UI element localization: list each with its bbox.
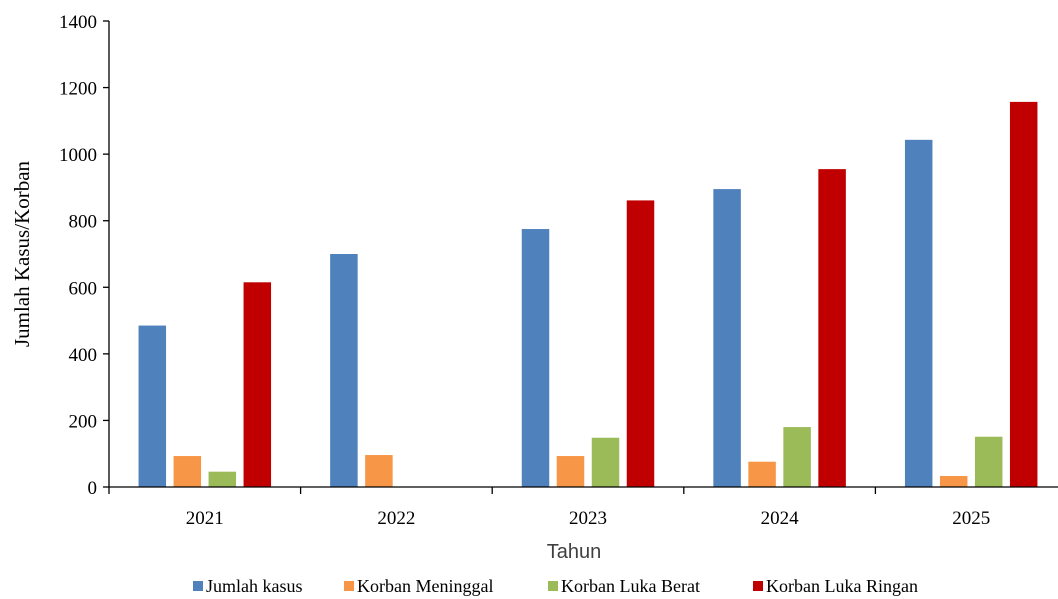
legend-swatch — [193, 581, 203, 591]
x-tick-label: 2023 — [569, 508, 607, 529]
legend-label: Korban Luka Ringan — [766, 576, 918, 596]
legend-swatch — [344, 581, 354, 591]
y-tick-label: 0 — [88, 478, 98, 499]
bar — [783, 427, 811, 487]
bar — [1009, 101, 1038, 488]
y-tick-label: 1000 — [59, 145, 97, 166]
x-ticks-group: 2021 2022 2023 2024 2025 — [108, 487, 990, 529]
bar — [818, 169, 846, 487]
bar — [939, 476, 968, 487]
bar — [330, 254, 358, 487]
x-tick-label: 2025 — [952, 508, 990, 529]
bar — [243, 282, 272, 487]
bar — [138, 325, 167, 487]
bar — [173, 456, 202, 487]
bar — [556, 456, 585, 487]
bar — [208, 471, 237, 487]
axes-group — [108, 21, 1058, 488]
bar — [591, 437, 620, 487]
legend-label: Korban Meninggal — [357, 576, 493, 596]
bar — [521, 229, 550, 488]
y-tick-label: 400 — [69, 345, 98, 366]
legend-label: Jumlah kasus — [206, 576, 303, 596]
x-tick-label: 2024 — [761, 508, 800, 529]
bar — [626, 200, 655, 487]
legend-label: Korban Luka Berat — [561, 576, 700, 596]
bar — [713, 189, 741, 488]
legend: Jumlah kasus Korban Meninggal Korban Luka … — [193, 576, 918, 596]
bar — [904, 139, 933, 487]
legend-swatch — [548, 581, 558, 591]
bar — [974, 436, 1003, 487]
bars-group — [138, 101, 1038, 488]
x-axis-title: Tahun — [547, 541, 602, 563]
bar — [365, 455, 393, 487]
y-tick-label: 1200 — [59, 79, 97, 100]
legend-swatch — [753, 581, 763, 591]
y-tick-label: 600 — [69, 278, 98, 299]
y-tick-label: 200 — [69, 411, 98, 432]
bar — [748, 461, 776, 487]
y-ticks-group: 0 200 400 600 800 1000 1200 1400 — [59, 12, 109, 499]
x-tick-label: 2021 — [186, 508, 224, 529]
y-tick-label: 800 — [69, 212, 98, 233]
y-axis-title: Jumlah Kasus/Korban — [10, 160, 34, 347]
x-tick-label: 2022 — [377, 508, 415, 529]
y-tick-label: 1400 — [59, 12, 97, 33]
